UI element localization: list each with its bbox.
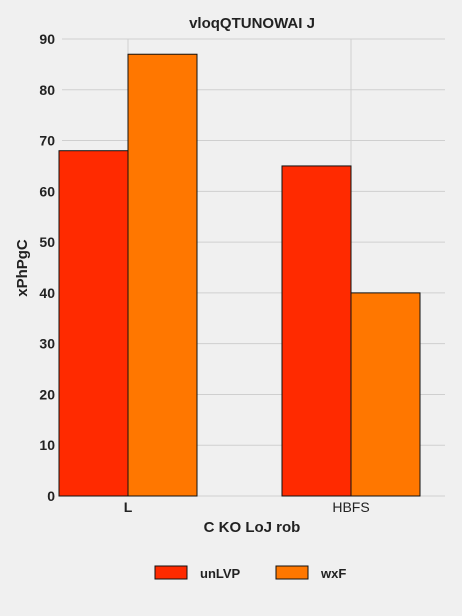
x-tick-label: HBFS	[332, 499, 369, 515]
x-tick-label: L	[124, 499, 133, 515]
legend-label: wxF	[320, 566, 346, 581]
y-tick-label: 60	[39, 183, 55, 199]
y-axis-label: xPhPgC	[14, 239, 31, 297]
y-ticks: 0 10 20 30 40 50 60 70 80 90	[39, 31, 55, 504]
y-tick-label: 90	[39, 31, 55, 47]
bar	[58, 150, 129, 497]
y-tick-label: 50	[39, 234, 55, 250]
x-axis-label: C KO LoJ rob	[204, 519, 301, 536]
y-tick-label: 20	[39, 386, 55, 402]
y-tick-label: 0	[47, 488, 55, 504]
y-tick-label: 70	[39, 133, 55, 149]
bars	[58, 53, 421, 497]
legend-swatch	[275, 565, 309, 580]
y-tick-label: 40	[39, 285, 55, 301]
y-tick-label: 10	[39, 437, 55, 453]
bar	[350, 292, 421, 497]
chart-title: vloqQTUNOWAI J	[189, 15, 315, 32]
y-tick-label: 30	[39, 336, 55, 352]
legend-swatch	[154, 565, 188, 580]
legend: unLVP wxF	[154, 565, 346, 581]
bar	[127, 53, 198, 497]
bar	[281, 165, 352, 497]
x-ticks: L HBFS	[124, 499, 370, 515]
y-tick-label: 80	[39, 82, 55, 98]
legend-label: unLVP	[200, 566, 241, 581]
